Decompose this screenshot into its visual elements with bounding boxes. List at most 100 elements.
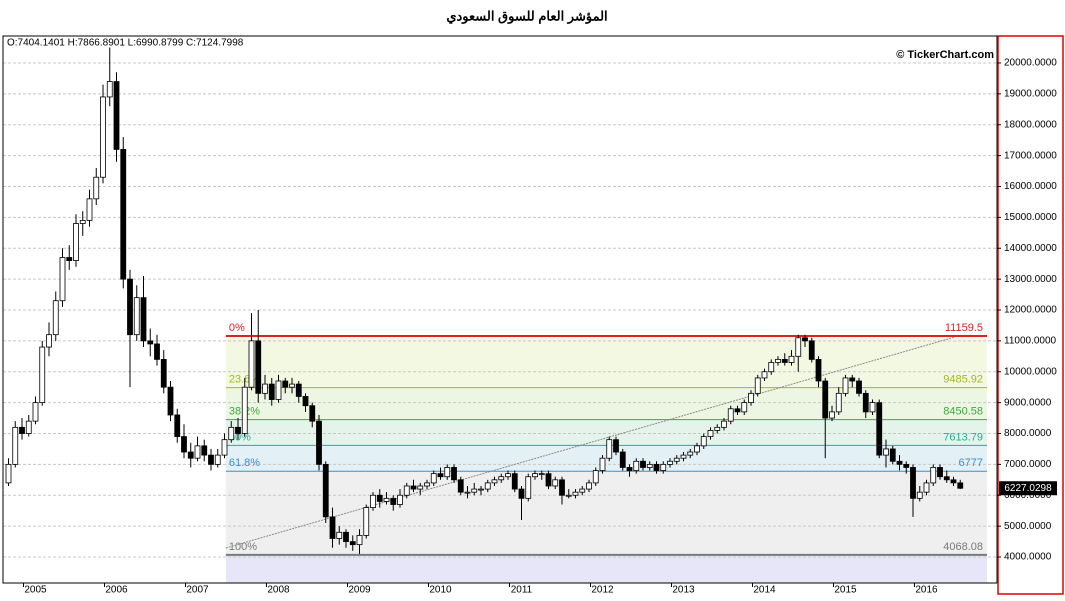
fib-value: 9485.92 [943, 374, 983, 386]
y-tick-label: 11000.0000 [1004, 336, 1057, 347]
candle-body [795, 337, 802, 357]
candle-body [235, 426, 241, 434]
candle-body [478, 488, 484, 491]
candle-body [437, 473, 444, 478]
candle-body [862, 392, 869, 413]
candle-body [106, 81, 113, 98]
candle-body [214, 454, 221, 465]
candle-body [349, 541, 356, 546]
fib-value: 4068.08 [943, 541, 983, 553]
candle-body [748, 392, 754, 404]
candle-body [572, 491, 579, 496]
candle-body [241, 386, 248, 434]
candle-body [268, 383, 275, 400]
y-tick-label: 18000.0000 [1004, 119, 1057, 130]
candle-body [19, 426, 25, 434]
candle-body [228, 426, 235, 441]
fib-band [225, 335, 988, 388]
candle-body [309, 405, 316, 422]
candle-body [221, 439, 228, 456]
candle-body [282, 380, 289, 388]
x-tick-label: 2006 [105, 585, 128, 596]
candle-body [424, 482, 430, 487]
candle-body [79, 220, 86, 224]
copyright: © TickerChart.com [896, 49, 994, 61]
candle-body [916, 491, 923, 499]
candle-body [518, 488, 525, 499]
candle-body [822, 380, 829, 419]
candle-body [356, 534, 363, 546]
candle-body [788, 355, 795, 363]
x-tick-label: 2016 [915, 585, 938, 596]
ohlc-readout: O:7404.1401 H:7866.8901 L:6990.8799 C:71… [7, 38, 244, 49]
candle-body [869, 402, 876, 413]
candle-body [586, 482, 592, 490]
candle-body [538, 473, 545, 476]
candle-body [903, 463, 910, 468]
candle-body [943, 476, 950, 481]
candle-body [781, 358, 788, 363]
fib-value: 7613.79 [943, 431, 983, 443]
candle-body [883, 448, 889, 456]
candle-body [775, 358, 781, 363]
candle-body [464, 491, 471, 494]
candle-body [113, 81, 120, 150]
candle-body [721, 420, 727, 428]
candle-body [181, 436, 187, 453]
fib-percent: 61.8% [229, 457, 260, 469]
candle-body [93, 176, 100, 200]
candle-body [599, 457, 606, 471]
candle-body [930, 467, 937, 484]
candle-body [896, 460, 903, 465]
x-tick-label: 2013 [672, 585, 695, 596]
candle-body [700, 436, 707, 447]
candle-body [120, 149, 127, 280]
candle-body [262, 383, 268, 394]
y-tick-label: 4000.0000 [1004, 552, 1052, 563]
candle-body [842, 377, 849, 394]
candle-body [100, 96, 106, 178]
candle-body [25, 420, 32, 434]
candle-body [754, 377, 761, 394]
candle-body [39, 346, 46, 404]
fib-band [225, 471, 988, 555]
candle-body [498, 476, 505, 481]
candle-body [680, 454, 687, 459]
candle-body [451, 467, 457, 481]
candle-body [626, 467, 633, 471]
y-tick-label: 10000.0000 [1004, 366, 1057, 377]
y-tick-label: 15000.0000 [1004, 212, 1057, 223]
candle-body [295, 383, 302, 397]
candle-body [505, 473, 511, 478]
candle-body [248, 340, 255, 388]
candle-body [457, 479, 464, 493]
candle-body [633, 460, 640, 471]
candle-body [370, 494, 376, 509]
candle-body [444, 467, 451, 478]
candle-body [316, 420, 322, 465]
candle-body [390, 497, 397, 505]
candle-body [160, 358, 167, 388]
x-tick-label: 2012 [591, 585, 614, 596]
candle-body [174, 414, 181, 437]
fib-value: 8450.58 [943, 405, 983, 417]
candle-body [12, 426, 19, 465]
candle-body [707, 430, 714, 437]
candle-body [856, 380, 862, 394]
y-tick-label: 19000.0000 [1004, 89, 1057, 100]
candle-body [255, 340, 262, 394]
candle-body [714, 426, 721, 431]
candle-body [471, 488, 478, 493]
y-tick-label: 8000.0000 [1004, 428, 1052, 439]
candle-body [140, 297, 147, 342]
candle-body [606, 439, 613, 459]
x-tick-label: 2008 [267, 585, 290, 596]
trend-line [225, 336, 955, 549]
candle-body [761, 371, 768, 379]
candle-body [876, 402, 883, 456]
candle-body [545, 473, 552, 487]
candle-body [329, 516, 336, 539]
y-tick-label: 16000.0000 [1004, 181, 1057, 192]
candle-body [667, 460, 673, 465]
x-tick-label: 2005 [24, 585, 47, 596]
